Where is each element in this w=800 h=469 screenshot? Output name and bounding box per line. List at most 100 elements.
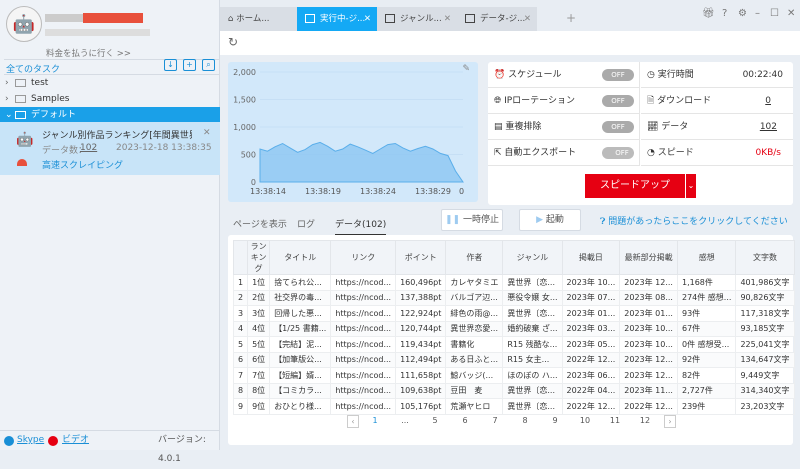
- table-cell: 2023年 06...: [561, 367, 621, 384]
- table-cell: カレヤタミエ: [445, 274, 504, 291]
- folder-test[interactable]: › test: [0, 75, 220, 91]
- tab-log[interactable]: ログ: [297, 220, 316, 230]
- ip-rotation-toggle[interactable]: OFF: [602, 95, 634, 107]
- table-cell: 2023年 10...: [561, 274, 621, 291]
- page-9[interactable]: 9: [552, 416, 558, 425]
- page-7[interactable]: 7: [492, 416, 498, 425]
- edit-icon[interactable]: ✎: [462, 64, 470, 74]
- refresh-icon[interactable]: ↻: [228, 35, 239, 49]
- tab-view-page[interactable]: ページを表示: [233, 220, 287, 230]
- data-value[interactable]: 102: [759, 122, 777, 132]
- table-cell: 225,041文字: [735, 336, 795, 353]
- table-cell: 111,658pt: [395, 367, 447, 384]
- tab-data[interactable]: データ-ジ... ✕: [457, 7, 537, 31]
- table-cell: 112,494pt: [395, 351, 447, 368]
- table-cell: 2022年 04...: [561, 382, 621, 399]
- column-header[interactable]: タイトル: [269, 240, 332, 275]
- page-1[interactable]: 1: [372, 416, 378, 425]
- avatar-robot-icon[interactable]: 🤖: [6, 6, 42, 42]
- task-card[interactable]: 🤖 ジャンル別作品ランキング[年間異世界〔恋... ✕ データ数： 102 20…: [0, 122, 220, 175]
- close-tab-icon[interactable]: ✕: [443, 14, 451, 24]
- table-cell: バルゴア辺...: [445, 289, 504, 306]
- gift-icon[interactable]: 🎁︎: [702, 8, 715, 19]
- page-11[interactable]: 11: [609, 416, 621, 425]
- speed-up-button[interactable]: スピードアップ: [585, 174, 685, 198]
- auto-export-toggle[interactable]: OFF: [602, 147, 634, 159]
- column-header[interactable]: 掲載日: [561, 240, 621, 275]
- page-10[interactable]: 10: [579, 416, 591, 425]
- help-icon[interactable]: ?: [722, 8, 728, 19]
- start-button[interactable]: ▶ 起動: [519, 209, 581, 231]
- tab-genre[interactable]: ジャンル... ✕: [377, 7, 457, 31]
- table-cell: 1: [232, 274, 249, 291]
- table-row[interactable]: 3 3位 回帰した悪... https://ncod... 122,924pt 緋色の雨@…: [232, 305, 795, 322]
- column-header[interactable]: ポイント: [395, 240, 447, 275]
- column-header[interactable]: リンク: [330, 240, 397, 275]
- new-task-icon[interactable]: +: [183, 59, 196, 71]
- column-header[interactable]: 感想: [676, 240, 737, 275]
- speed-up-dropdown[interactable]: ⌄: [686, 174, 696, 198]
- folder-default[interactable]: ⌄ デフォルト: [0, 107, 220, 123]
- page-5[interactable]: 5: [432, 416, 438, 425]
- column-header[interactable]: 作者: [445, 240, 504, 275]
- settings-icon[interactable]: ⚙: [738, 8, 747, 19]
- column-header[interactable]: [232, 240, 249, 275]
- all-tasks-label[interactable]: 全てのタスク: [6, 65, 61, 75]
- table-row[interactable]: 4 4位 【1/25 書籍... https://ncod... 120,744pt 異世…: [232, 320, 795, 337]
- column-header[interactable]: ランキング: [247, 240, 271, 275]
- data-tab-label: データ(102): [335, 220, 387, 230]
- data-table: ランキング タイトル リンク ポイント 作者 ジャンル 掲載日 最新部分掲載 感想 文字数 1 1位…: [232, 240, 795, 415]
- pay-link[interactable]: 料金を払うに行く >>: [46, 49, 131, 59]
- search-task-icon[interactable]: ⌕: [202, 59, 215, 71]
- table-row[interactable]: 8 8位 【コミカラ... https://ncod... 109,638pt 豆田 麦異…: [232, 382, 795, 399]
- next-page-button[interactable]: ›: [664, 415, 676, 428]
- tab-label: 実行中-ジ...: [320, 14, 366, 24]
- table-row[interactable]: 9 9位 おひとり様... https://ncod... 105,176pt 荒瀬ヤヒロ…: [232, 398, 795, 415]
- minimize-icon[interactable]: –: [755, 8, 760, 19]
- table-row[interactable]: 5 5位 【完結】泥... https://ncod... 119,434pt 書籍化 R1…: [232, 336, 795, 353]
- page-12[interactable]: 12: [639, 416, 651, 425]
- page-...[interactable]: ...: [401, 416, 409, 425]
- dedupe-toggle[interactable]: OFF: [602, 121, 634, 133]
- table-row[interactable]: 2 2位 社交界の毒... https://ncod... 137,388pt バルゴア辺…: [232, 289, 795, 306]
- tab-running[interactable]: 実行中-ジ... ✕: [297, 7, 377, 31]
- close-icon[interactable]: ✕: [787, 8, 796, 19]
- new-tab-icon[interactable]: +: [566, 11, 577, 25]
- download-value[interactable]: 0: [765, 96, 771, 106]
- maximize-icon[interactable]: ☐: [770, 8, 779, 19]
- close-tab-icon[interactable]: ✕: [363, 14, 371, 24]
- column-header[interactable]: 文字数: [735, 240, 795, 275]
- folder-samples[interactable]: › Samples: [0, 91, 220, 107]
- page-6[interactable]: 6: [462, 416, 468, 425]
- pause-button[interactable]: ❚❚ 一時停止: [441, 209, 503, 231]
- chart-icon: 📈︎: [647, 122, 662, 132]
- table-cell: 8位: [247, 382, 271, 399]
- import-icon[interactable]: ↓: [164, 59, 177, 71]
- tab-home[interactable]: ⌂ ホーム...: [220, 7, 300, 31]
- folder-label: Samples: [31, 94, 70, 104]
- data-count[interactable]: 102: [80, 143, 98, 153]
- video-link[interactable]: ビデオ: [62, 435, 90, 445]
- table-row[interactable]: 6 6位 【加筆版公... https://ncod... 112,494pt ある日ふと…: [232, 351, 795, 368]
- close-tab-icon[interactable]: ✕: [523, 14, 531, 24]
- skype-link[interactable]: Skype: [17, 435, 45, 445]
- close-task-icon[interactable]: ✕: [203, 128, 211, 138]
- column-header[interactable]: 最新部分掲載: [619, 240, 678, 275]
- table-cell: https://ncod...: [330, 398, 397, 415]
- table-cell: 2023年 08...: [619, 289, 678, 306]
- table-cell: 105,176pt: [395, 398, 447, 415]
- page-8[interactable]: 8: [522, 416, 528, 425]
- table-row[interactable]: 7 7位 【短編】婿... https://ncod... 111,658pt 鯨バッジ(…: [232, 367, 795, 384]
- table-cell: 【コミカラ...: [269, 382, 332, 399]
- schedule-toggle[interactable]: OFF: [602, 69, 634, 81]
- table-cell: 314,340文字: [735, 382, 795, 399]
- help-link[interactable]: ❓︎ 問題があったらここをクリックしてください: [600, 214, 788, 227]
- table-row[interactable]: 1 1位 捨てられ公... https://ncod... 160,496pt カレヤタミ…: [232, 274, 795, 291]
- tab-data[interactable]: データ(102): [335, 217, 387, 236]
- ip-rotation-row: 🌐︎ IPローテーション OFF: [488, 88, 640, 114]
- column-header[interactable]: ジャンル: [502, 240, 563, 275]
- table-cell: 2位: [247, 289, 271, 306]
- prev-page-button[interactable]: ‹: [347, 415, 359, 428]
- run-time-row: ◷ 実行時間 00:22:40: [641, 62, 793, 88]
- table-cell: 122,924pt: [395, 305, 447, 322]
